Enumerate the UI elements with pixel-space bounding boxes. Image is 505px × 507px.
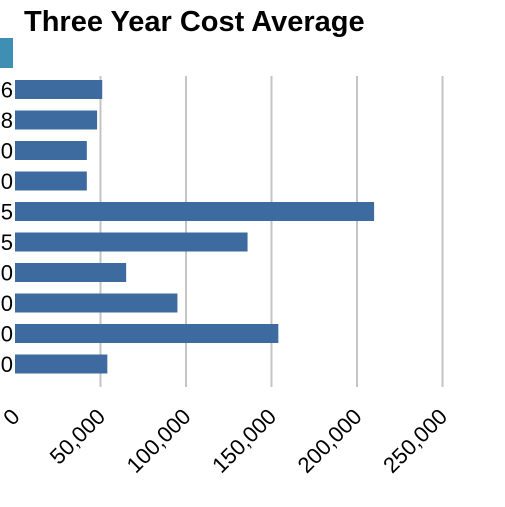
category-label: 0 bbox=[1, 291, 13, 316]
category-label: 0 bbox=[1, 139, 13, 164]
category-label: 0 bbox=[1, 169, 13, 194]
chart-title: Three Year Cost Average bbox=[24, 6, 365, 38]
x-tick-labels: 0 50,000 100,000 150,000 200,000 250,000 bbox=[0, 404, 452, 478]
bar bbox=[15, 171, 87, 191]
category-label: 0 bbox=[1, 322, 13, 347]
bar bbox=[15, 263, 127, 282]
category-labels: 6 8 0 0 5 5 0 0 0 0 bbox=[1, 78, 13, 378]
category-label: 6 bbox=[1, 78, 13, 103]
x-tick-label: 0 bbox=[0, 404, 25, 430]
category-label: 8 bbox=[1, 108, 13, 133]
category-label: 5 bbox=[1, 230, 13, 255]
category-label: 0 bbox=[1, 352, 13, 377]
x-tick-label: 150,000 bbox=[207, 404, 281, 478]
x-tick-label: 50,000 bbox=[45, 404, 110, 469]
category-label: 5 bbox=[1, 200, 13, 225]
bar bbox=[15, 202, 375, 221]
bar bbox=[15, 141, 87, 160]
x-tick-label: 200,000 bbox=[293, 404, 367, 478]
category-label: 0 bbox=[1, 261, 13, 286]
bar bbox=[15, 324, 279, 343]
bar bbox=[15, 232, 248, 252]
bar bbox=[15, 354, 108, 374]
bar bbox=[15, 293, 178, 313]
bars bbox=[15, 80, 375, 374]
x-tick-label: 250,000 bbox=[378, 404, 452, 478]
bar bbox=[15, 110, 98, 130]
bar bbox=[15, 80, 103, 99]
header-tab bbox=[0, 38, 13, 68]
x-tick-label: 100,000 bbox=[122, 404, 196, 478]
